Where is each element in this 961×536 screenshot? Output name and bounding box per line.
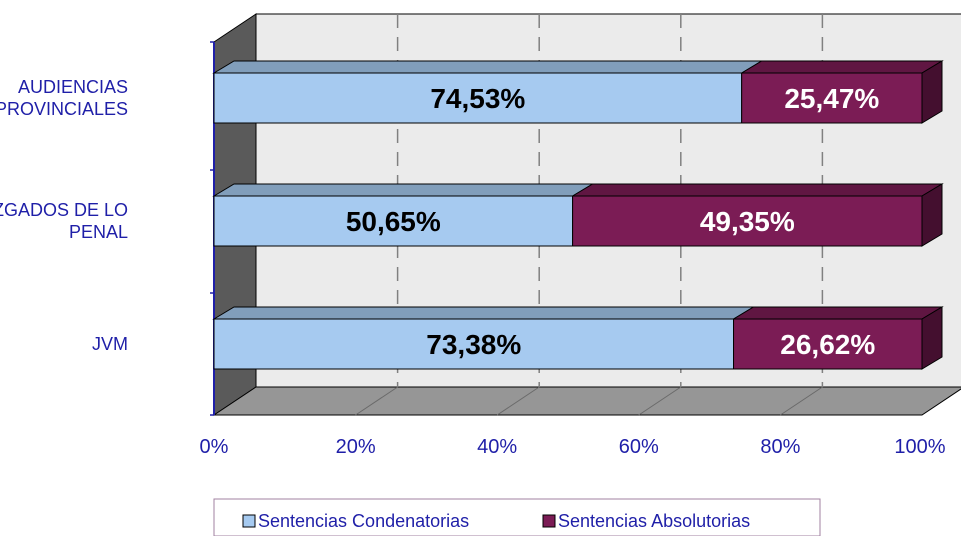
data-label: 25,47%: [784, 83, 879, 114]
bar-top-condenatorias: [212, 60, 764, 74]
bar-top-absolutorias: [731, 306, 944, 320]
floor-gridline: [780, 386, 823, 416]
x-tick-label: 80%: [760, 436, 800, 458]
bar-condenatorias: [213, 72, 743, 124]
data-label: 50,65%: [346, 206, 441, 237]
bar-side: [921, 183, 943, 247]
legend-frame: [213, 498, 821, 536]
bar-absolutorias: [733, 318, 923, 370]
category-label: PROVINCIALES: [0, 99, 128, 119]
x-tick-label: 0%: [200, 436, 229, 458]
floor-gridline: [496, 386, 540, 416]
bar-absolutorias: [572, 195, 923, 247]
floor-gridline: [355, 386, 398, 416]
plot-floor: [212, 386, 961, 416]
x-tick-label: 40%: [477, 436, 517, 458]
bar-top-condenatorias: [212, 306, 756, 320]
x-tick-label: 100%: [894, 436, 945, 458]
data-label: 26,62%: [780, 329, 875, 360]
legend-label: Sentencias Absolutorias: [558, 511, 750, 531]
category-label: JVM: [92, 334, 128, 354]
category-label: PENAL: [69, 222, 128, 242]
floor-gridline: [638, 386, 682, 416]
x-tick-label: 60%: [619, 436, 659, 458]
data-label: 73,38%: [426, 329, 521, 360]
bar-condenatorias: [213, 318, 735, 370]
bar-top-absolutorias: [570, 183, 944, 197]
x-tick-label: 20%: [336, 436, 376, 458]
legend-swatch: [242, 514, 256, 528]
category-label: JUZGADOS DE LO: [0, 200, 128, 220]
data-label: 49,35%: [700, 206, 795, 237]
category-label: AUDIENCIAS: [18, 77, 128, 97]
bar-top-condenatorias: [212, 183, 595, 197]
bar-side: [921, 306, 943, 370]
legend-swatch: [542, 514, 556, 528]
bar-condenatorias: [213, 195, 574, 247]
legend: Sentencias Condenatorias Sentencias Absol…: [213, 498, 821, 536]
legend-label: Sentencias Condenatorias: [258, 511, 469, 531]
data-label: 74,53%: [430, 83, 525, 114]
bar-top-absolutorias: [739, 60, 944, 74]
bar-side: [921, 60, 943, 124]
